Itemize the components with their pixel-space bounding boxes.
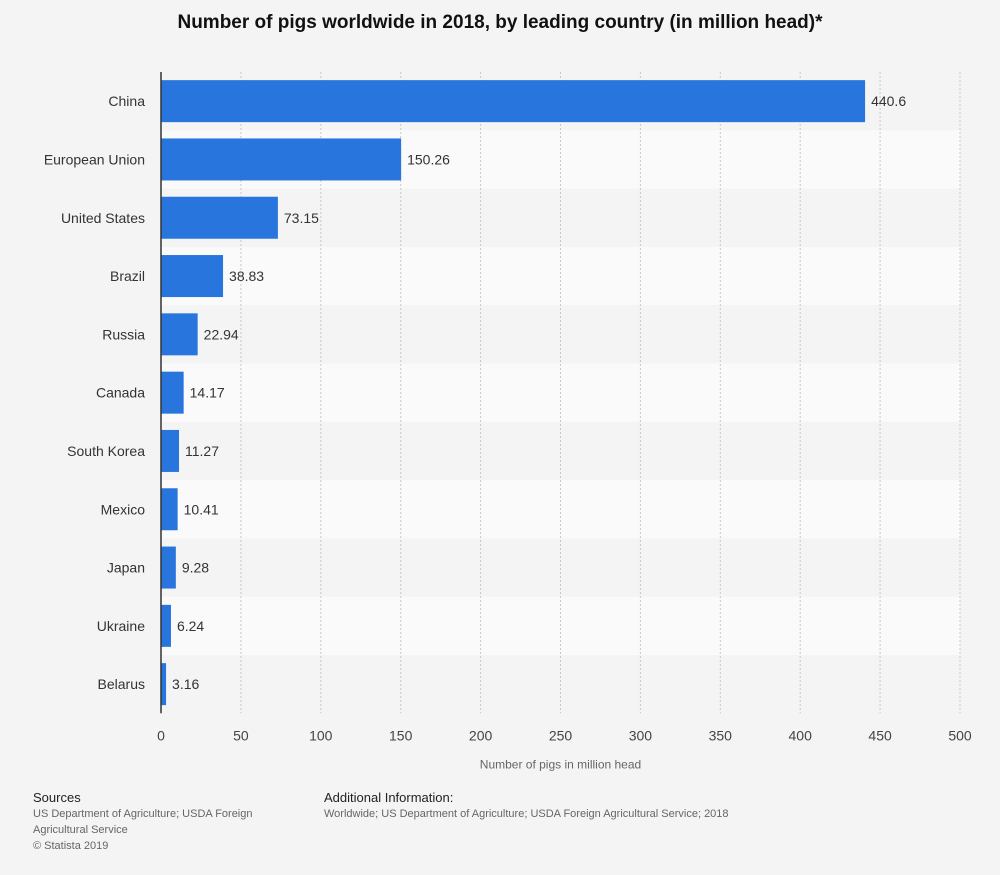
chart-title: Number of pigs worldwide in 2018, by lea… — [177, 12, 823, 33]
additional-info-block: Additional Information: Worldwide; US De… — [324, 790, 964, 822]
value-label: 10.41 — [184, 501, 219, 517]
bar[interactable] — [161, 546, 176, 589]
value-labels: 440.6 150.26 73.15 38.83 22.94 14.17 11.27 10.4… — [172, 93, 906, 692]
category-label: Ukraine — [97, 618, 145, 634]
x-tick-label: 150 — [389, 727, 413, 743]
bars — [161, 80, 866, 706]
x-axis-title: Number of pigs in million head — [480, 757, 641, 771]
category-label: China — [108, 93, 145, 109]
category-label: Russia — [102, 326, 145, 342]
bar[interactable] — [161, 313, 198, 356]
sources-block: Sources US Department of Agriculture; US… — [33, 790, 293, 854]
value-label: 73.15 — [284, 210, 319, 226]
bar[interactable] — [161, 196, 278, 239]
category-label: Belarus — [98, 676, 145, 692]
x-tick-label: 500 — [948, 727, 972, 743]
additional-info-text: Worldwide; US Department of Agriculture;… — [324, 808, 729, 820]
x-tick-label: 100 — [309, 727, 333, 743]
value-label: 14.17 — [190, 385, 225, 401]
value-label: 11.27 — [185, 443, 219, 459]
category-label: Canada — [96, 385, 145, 401]
bar[interactable] — [161, 604, 171, 647]
value-label: 9.28 — [182, 560, 209, 576]
copyright: © Statista 2019 — [33, 840, 109, 852]
category-labels: China European Union United States Brazil Ru… — [44, 93, 145, 692]
sources-line-1: US Department of Agriculture; USDA Forei… — [33, 808, 253, 820]
value-label: 440.6 — [871, 93, 906, 109]
category-label: Japan — [107, 560, 145, 576]
bar-chart: China European Union United States Brazil Ru… — [44, 72, 972, 771]
x-tick-label: 350 — [709, 727, 733, 743]
sources-line-2: Agricultural Service — [33, 824, 128, 836]
value-label: 150.26 — [407, 151, 450, 167]
bar[interactable] — [161, 429, 180, 472]
x-tick-label: 400 — [789, 727, 813, 743]
x-tick-label: 250 — [549, 727, 573, 743]
bar[interactable] — [161, 138, 402, 181]
additional-info-heading: Additional Information: — [324, 790, 454, 805]
gridlines — [240, 72, 961, 714]
value-label: 6.24 — [177, 618, 204, 634]
category-label: United States — [61, 210, 145, 226]
category-label: European Union — [44, 151, 145, 167]
x-tick-label: 50 — [233, 727, 249, 743]
x-tick-label: 450 — [868, 727, 892, 743]
category-label: Mexico — [101, 501, 146, 517]
bar[interactable] — [161, 663, 167, 706]
bar[interactable] — [161, 371, 184, 414]
value-label: 22.94 — [204, 326, 239, 342]
x-tick-label: 200 — [469, 727, 493, 743]
bar[interactable] — [161, 255, 224, 298]
value-label: 3.16 — [172, 676, 199, 692]
category-label: South Korea — [67, 443, 145, 459]
sources-heading: Sources — [33, 790, 81, 805]
x-tick-label: 300 — [629, 727, 653, 743]
x-tick-labels: 0 50 100 150 200 250 300 350 400 450 500 — [157, 727, 972, 743]
bar[interactable] — [161, 488, 178, 531]
category-label: Brazil — [110, 268, 145, 284]
bar[interactable] — [161, 80, 866, 123]
x-tick-label: 0 — [157, 727, 165, 743]
value-label: 38.83 — [229, 268, 264, 284]
